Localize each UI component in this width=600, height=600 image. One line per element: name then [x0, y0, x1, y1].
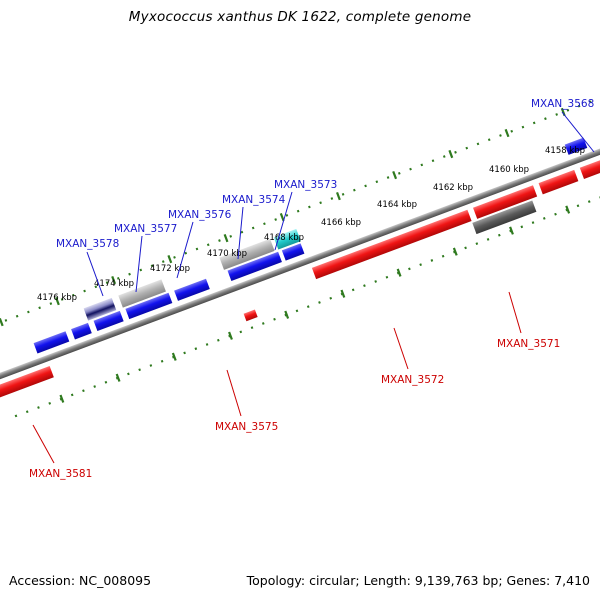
gene-block[interactable] [273, 228, 301, 250]
gene-block[interactable] [33, 331, 70, 354]
ruler-major-tick [54, 297, 60, 306]
ruler-major-tick [279, 212, 285, 222]
ruler-tick-label: 4162 kbp [433, 183, 473, 193]
outer-ruler [0, 82, 600, 331]
gene-block[interactable] [472, 200, 537, 235]
map-title: Myxococcus xanthus DK 1622, complete gen… [128, 9, 472, 25]
ruler-major-tick [228, 331, 233, 340]
ruler-major-tick [59, 394, 65, 403]
ruler-tick-label: 4168 kbp [264, 233, 304, 243]
ruler-major-tick [284, 310, 290, 319]
gene-leader-line [135, 235, 143, 293]
ruler-tick-label: 4176 kbp [37, 293, 77, 303]
gene-label[interactable]: MXAN_3581 [29, 468, 92, 480]
ruler-major-tick [335, 191, 341, 201]
ruler-major-tick [115, 373, 121, 382]
gene-block[interactable] [564, 137, 588, 155]
gene-leader-line [237, 206, 244, 260]
ruler-major-tick [111, 276, 117, 285]
ruler-tick-label: 4158 kbp [545, 146, 585, 156]
gene-leader-line [226, 369, 242, 417]
gene-block[interactable] [0, 365, 54, 402]
gene-leader-line [32, 424, 55, 464]
inner-ruler [14, 170, 600, 418]
ruler-major-tick [448, 149, 454, 159]
gene-block[interactable] [538, 169, 579, 195]
ruler-major-tick [167, 254, 173, 264]
gene-label[interactable]: MXAN_3578 [56, 238, 119, 250]
gene-leader-line [176, 221, 194, 279]
gene-block[interactable] [243, 309, 258, 322]
ruler-major-tick [565, 205, 571, 214]
ruler-tick-label: 4174 kbp [94, 279, 134, 289]
ruler-major-tick [171, 352, 177, 361]
accession-text: Accession: NC_008095 [9, 573, 152, 588]
gene-block[interactable] [473, 185, 538, 219]
gene-label[interactable]: MXAN_3571 [497, 338, 560, 350]
gene-label[interactable]: MXAN_3568 [531, 98, 594, 110]
gene-block[interactable] [219, 238, 275, 270]
ruler-major-tick [392, 170, 398, 180]
gene-leader-line [561, 111, 595, 153]
ruler-major-tick [509, 226, 514, 235]
ruler-tick-label: 4160 kbp [489, 165, 529, 175]
gene-label[interactable]: MXAN_3572 [381, 374, 444, 386]
gene-block[interactable] [227, 251, 282, 281]
genome-summary-text: Topology: circular; Length: 9,139,763 bp… [246, 573, 590, 588]
forward-strand-genes [33, 137, 588, 354]
gene-block[interactable] [174, 278, 210, 301]
gene-leader-line [508, 291, 522, 334]
ruler-tick-label: 4166 kbp [321, 218, 361, 228]
gene-leader-line [393, 327, 409, 370]
gene-label[interactable]: MXAN_3576 [168, 209, 232, 221]
gene-label[interactable]: MXAN_3574 [222, 194, 286, 206]
gene-label[interactable]: MXAN_3577 [114, 223, 177, 235]
gene-leader-line [274, 191, 293, 251]
gene-block[interactable] [579, 157, 600, 180]
reverse-strand-genes [0, 157, 600, 402]
ruler-major-tick [504, 128, 510, 138]
gene-leader-line [86, 251, 104, 297]
gene-block[interactable] [281, 243, 305, 261]
ruler-tick-label: 4164 kbp [377, 200, 417, 210]
gene-label[interactable]: MXAN_3575 [215, 421, 278, 433]
gene-block[interactable] [118, 279, 166, 308]
ruler-major-tick [340, 289, 346, 298]
genome-backbone [0, 121, 600, 393]
ruler-tick-label: 4172 kbp [150, 264, 190, 274]
ruler-major-tick [452, 247, 458, 256]
gene-block[interactable] [93, 310, 124, 332]
ruler-major-tick [396, 268, 402, 277]
gene-label[interactable]: MXAN_3573 [274, 179, 337, 191]
ruler-tick-label: 4170 kbp [207, 249, 247, 259]
gene-block[interactable] [83, 297, 117, 321]
gene-block[interactable] [311, 209, 472, 280]
gene-block[interactable] [71, 322, 92, 340]
ruler-major-tick [0, 318, 4, 327]
gene-block[interactable] [125, 292, 173, 320]
ruler-major-tick [223, 233, 229, 243]
